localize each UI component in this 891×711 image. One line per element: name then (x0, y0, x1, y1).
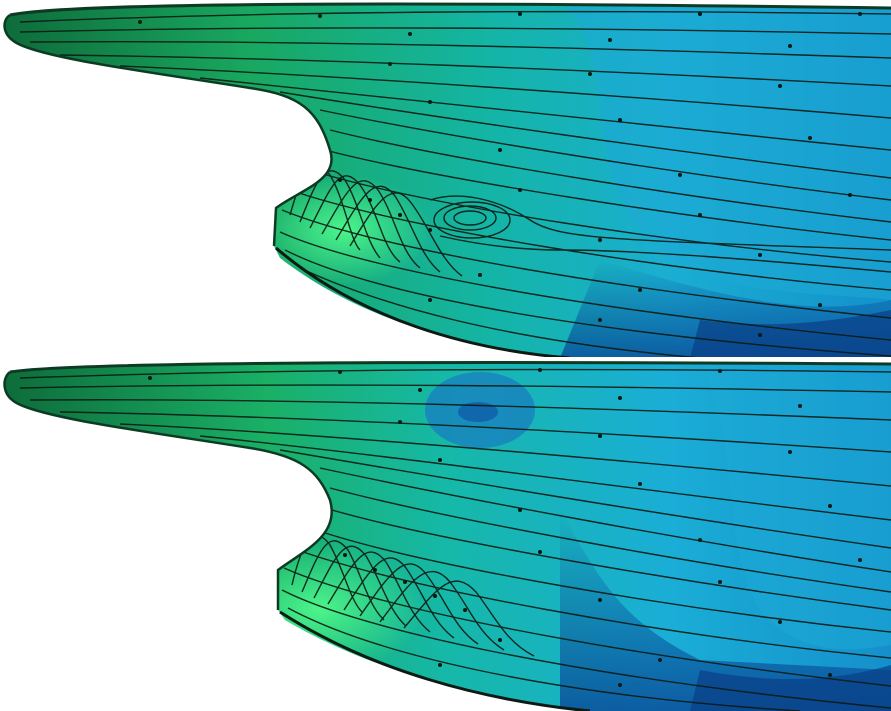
streamlines-top (19, 10, 891, 358)
streamlines-bottom (19, 368, 891, 711)
hull-surface-top (4, 4, 891, 358)
panel-divider (0, 357, 891, 360)
keel-line-bottom (279, 610, 591, 711)
hull-render-top (3, 2, 891, 358)
hull-top-edge (9, 2, 891, 17)
hull-surface-bottom (4, 362, 891, 711)
panel-bottom (0, 360, 891, 711)
streamline-arrows-top (138, 12, 862, 337)
vortex-core (453, 210, 487, 226)
hull-render-bottom (3, 360, 891, 711)
streamline-arrows-bottom (148, 368, 862, 687)
bow-profile-bottom (3, 371, 333, 610)
keel-line-top (275, 246, 571, 358)
bow-profile-top (3, 13, 333, 247)
panel-top (3, 2, 891, 358)
hull-top-edge-bottom-panel (9, 360, 891, 374)
